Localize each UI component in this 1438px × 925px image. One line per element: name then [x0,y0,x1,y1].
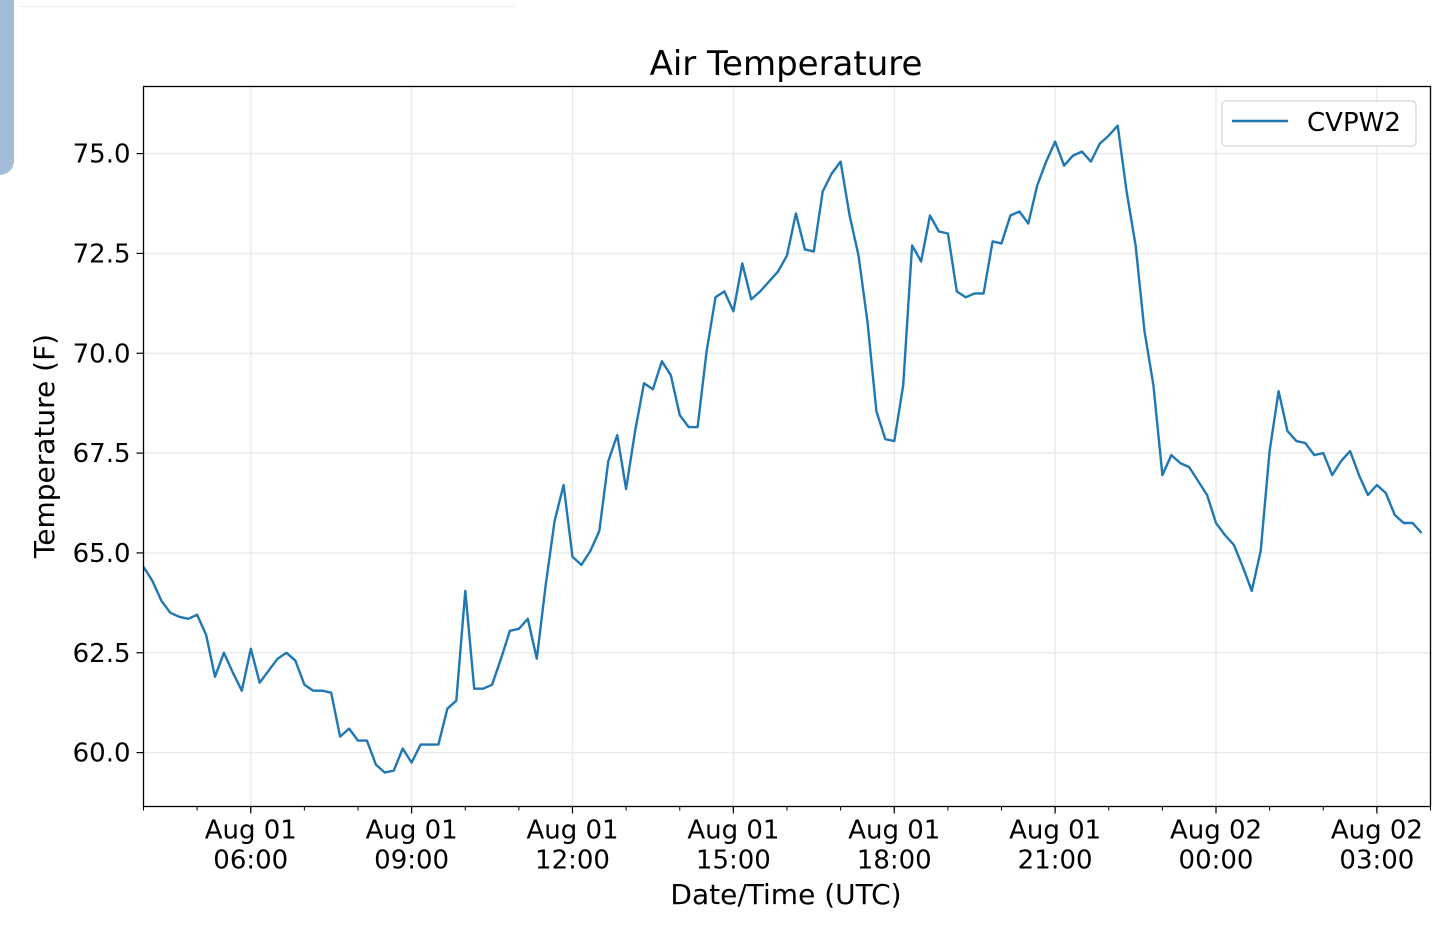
y-tick-label: 70.0 [73,339,131,369]
x-tick-label-date: Aug 01 [687,816,779,846]
x-tick-label-time: 09:00 [374,846,449,876]
x-tick-label-date: Aug 01 [205,816,297,846]
x-tick-label-time: 00:00 [1179,846,1254,876]
y-tick-label: 72.5 [73,239,131,269]
x-tick-label-time: 12:00 [535,846,610,876]
x-tick-label-time: 18:00 [857,846,932,876]
x-tick-label-date: Aug 02 [1170,816,1262,846]
x-tick-label-time: 06:00 [213,846,288,876]
x-tick-label-time: 15:00 [696,846,771,876]
x-tick-label-date: Aug 01 [526,816,618,846]
legend: CVPW2 [1221,100,1417,147]
side-panel-tab[interactable] [0,0,14,175]
x-axis-label: Date/Time (UTC) [670,878,901,911]
y-tick-label: 67.5 [73,439,131,469]
series-line-cvpw2 [142,124,1423,774]
x-tick-label-date: Aug 01 [848,816,940,846]
divider [20,6,515,7]
x-tick-label-time: 03:00 [1339,846,1414,876]
x-tick-label-date: Aug 01 [1009,816,1101,846]
chart-title: Air Temperature [650,44,923,84]
grid [143,86,1431,807]
y-tick-label: 62.5 [73,639,131,669]
x-tick-label-time: 21:00 [1018,846,1093,876]
legend-label: CVPW2 [1307,108,1401,138]
y-tick-label: 60.0 [73,739,131,769]
x-tick-label-date: Aug 01 [366,816,458,846]
plot-frame [142,85,1432,808]
y-tick-label: 75.0 [73,140,131,170]
x-tick-label-date: Aug 02 [1331,816,1423,846]
y-axis-label: Temperature (F) [28,334,61,559]
y-tick-label: 65.0 [73,539,131,569]
